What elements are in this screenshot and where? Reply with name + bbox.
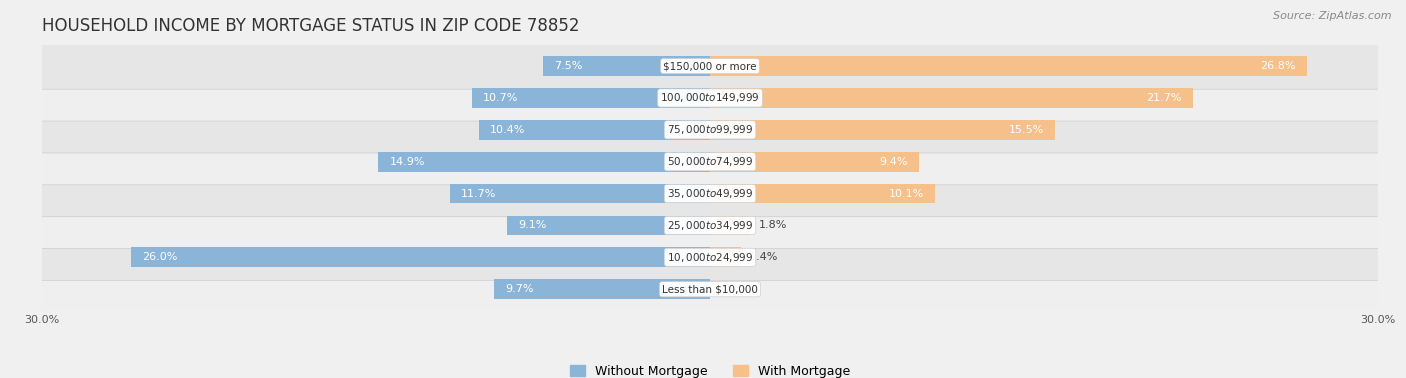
FancyBboxPatch shape (35, 139, 1385, 185)
Bar (710, 215, 751, 235)
Text: 1.8%: 1.8% (759, 220, 787, 231)
Text: 10.7%: 10.7% (484, 93, 519, 103)
Text: 0.0%: 0.0% (718, 284, 747, 294)
FancyBboxPatch shape (35, 266, 1385, 312)
Bar (710, 152, 920, 172)
Text: 26.8%: 26.8% (1260, 61, 1295, 71)
Text: HOUSEHOLD INCOME BY MORTGAGE STATUS IN ZIP CODE 78852: HOUSEHOLD INCOME BY MORTGAGE STATUS IN Z… (42, 17, 579, 36)
Text: 1.4%: 1.4% (751, 253, 779, 262)
Text: 26.0%: 26.0% (142, 253, 177, 262)
Bar (131, 248, 710, 267)
Text: $35,000 to $49,999: $35,000 to $49,999 (666, 187, 754, 200)
Bar (450, 184, 710, 203)
Bar (543, 56, 710, 76)
FancyBboxPatch shape (35, 202, 1385, 249)
Text: $50,000 to $74,999: $50,000 to $74,999 (666, 155, 754, 168)
Text: 10.4%: 10.4% (489, 125, 524, 135)
Bar (494, 279, 710, 299)
Text: Less than $10,000: Less than $10,000 (662, 284, 758, 294)
FancyBboxPatch shape (35, 43, 1385, 89)
Bar (710, 120, 1054, 140)
FancyBboxPatch shape (35, 234, 1385, 280)
Text: $75,000 to $99,999: $75,000 to $99,999 (666, 123, 754, 136)
Text: 10.1%: 10.1% (889, 189, 924, 198)
Bar (478, 120, 710, 140)
Text: 14.9%: 14.9% (389, 157, 425, 167)
Text: 7.5%: 7.5% (554, 61, 582, 71)
Bar (710, 88, 1194, 108)
Text: 15.5%: 15.5% (1008, 125, 1043, 135)
Legend: Without Mortgage, With Mortgage: Without Mortgage, With Mortgage (569, 365, 851, 378)
Bar (710, 248, 741, 267)
Text: 9.4%: 9.4% (880, 157, 908, 167)
Text: $150,000 or more: $150,000 or more (664, 61, 756, 71)
FancyBboxPatch shape (35, 170, 1385, 217)
Text: 21.7%: 21.7% (1146, 93, 1182, 103)
Text: 11.7%: 11.7% (461, 189, 496, 198)
Text: Source: ZipAtlas.com: Source: ZipAtlas.com (1274, 11, 1392, 21)
Text: $100,000 to $149,999: $100,000 to $149,999 (661, 91, 759, 104)
FancyBboxPatch shape (35, 75, 1385, 121)
Text: $10,000 to $24,999: $10,000 to $24,999 (666, 251, 754, 264)
Bar (378, 152, 710, 172)
Text: $25,000 to $34,999: $25,000 to $34,999 (666, 219, 754, 232)
Bar (710, 184, 935, 203)
Bar (508, 215, 710, 235)
Bar (472, 88, 710, 108)
Bar (710, 56, 1306, 76)
Text: 9.7%: 9.7% (505, 284, 534, 294)
FancyBboxPatch shape (35, 107, 1385, 153)
Text: 9.1%: 9.1% (519, 220, 547, 231)
